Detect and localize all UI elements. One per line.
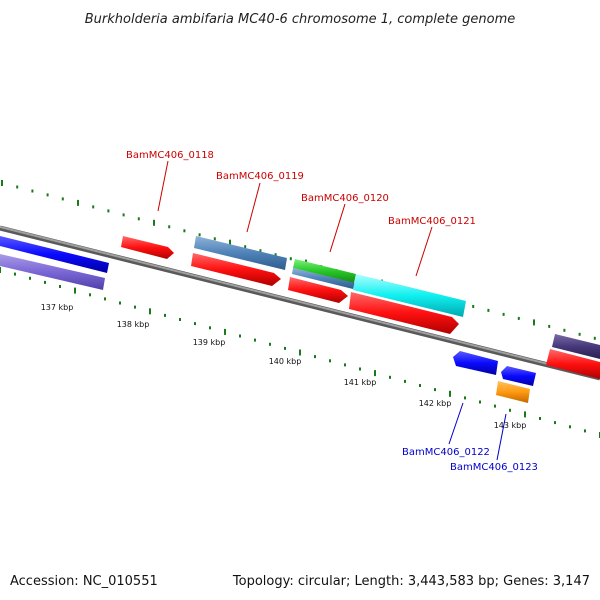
gene-label-0121[interactable]: BamMC406_0121: [388, 216, 476, 227]
chromosome-backbone-highlight: [0, 226, 600, 378]
kbp-label-143: 143 kbp: [494, 421, 527, 430]
gene-label-0119[interactable]: BamMC406_0119: [216, 171, 304, 182]
gene-label-0122[interactable]: BamMC406_0122: [402, 447, 490, 458]
gene-arrow-0121-cds[interactable]: [349, 292, 459, 334]
gene-arrow-0120-cds[interactable]: [288, 277, 348, 303]
gene-label-0120[interactable]: BamMC406_0120: [301, 193, 389, 204]
leader-line-0121: [415, 226, 433, 277]
gene-feature-0119[interactable]: [194, 236, 287, 270]
map-title: Burkholderia ambifaria MC40-6 chromosome…: [85, 12, 515, 27]
kbp-label-137: 137 kbp: [41, 303, 74, 312]
gene-label-0123[interactable]: BamMC406_0123: [450, 462, 538, 473]
kbp-label-139: 139 kbp: [193, 338, 226, 347]
gene-feature-0123-orange[interactable]: [496, 381, 530, 403]
kbp-label-138: 138 kbp: [117, 320, 150, 329]
gene-label-0118[interactable]: BamMC406_0118: [126, 150, 214, 161]
kbp-label-141: 141 kbp: [344, 378, 377, 387]
gene-feature-purple-left[interactable]: [0, 254, 105, 290]
gene-feature-red-right[interactable]: [546, 349, 600, 379]
gene-feature-dark-right[interactable]: [552, 334, 600, 359]
leader-line-0119: [246, 182, 261, 233]
leader-line-0122: [448, 402, 464, 445]
genome-summary-text: Topology: circular; Length: 3,443,583 bp…: [232, 574, 590, 589]
gene-arrow-0123-blue[interactable]: [501, 366, 536, 386]
gene-feature-0120-green[interactable]: [293, 259, 356, 283]
leader-line-0123: [496, 413, 507, 461]
gene-arrow-0122[interactable]: [453, 351, 498, 375]
lower-tick-track: [0, 267, 600, 438]
gene-feature-0121[interactable]: [353, 274, 466, 317]
gene-feature-blue-left[interactable]: [0, 236, 109, 273]
kbp-label-140: 140 kbp: [269, 357, 302, 366]
kbp-label-142: 142 kbp: [419, 399, 452, 408]
leader-line-0120: [329, 203, 346, 253]
accession-text: Accession: NC_010551: [10, 574, 158, 589]
gene-feature-0120-steel[interactable]: [292, 268, 355, 289]
gene-arrow-0119-cds[interactable]: [191, 253, 281, 286]
gene-arrow-0118[interactable]: [121, 236, 174, 259]
leader-line-0118: [157, 160, 169, 212]
